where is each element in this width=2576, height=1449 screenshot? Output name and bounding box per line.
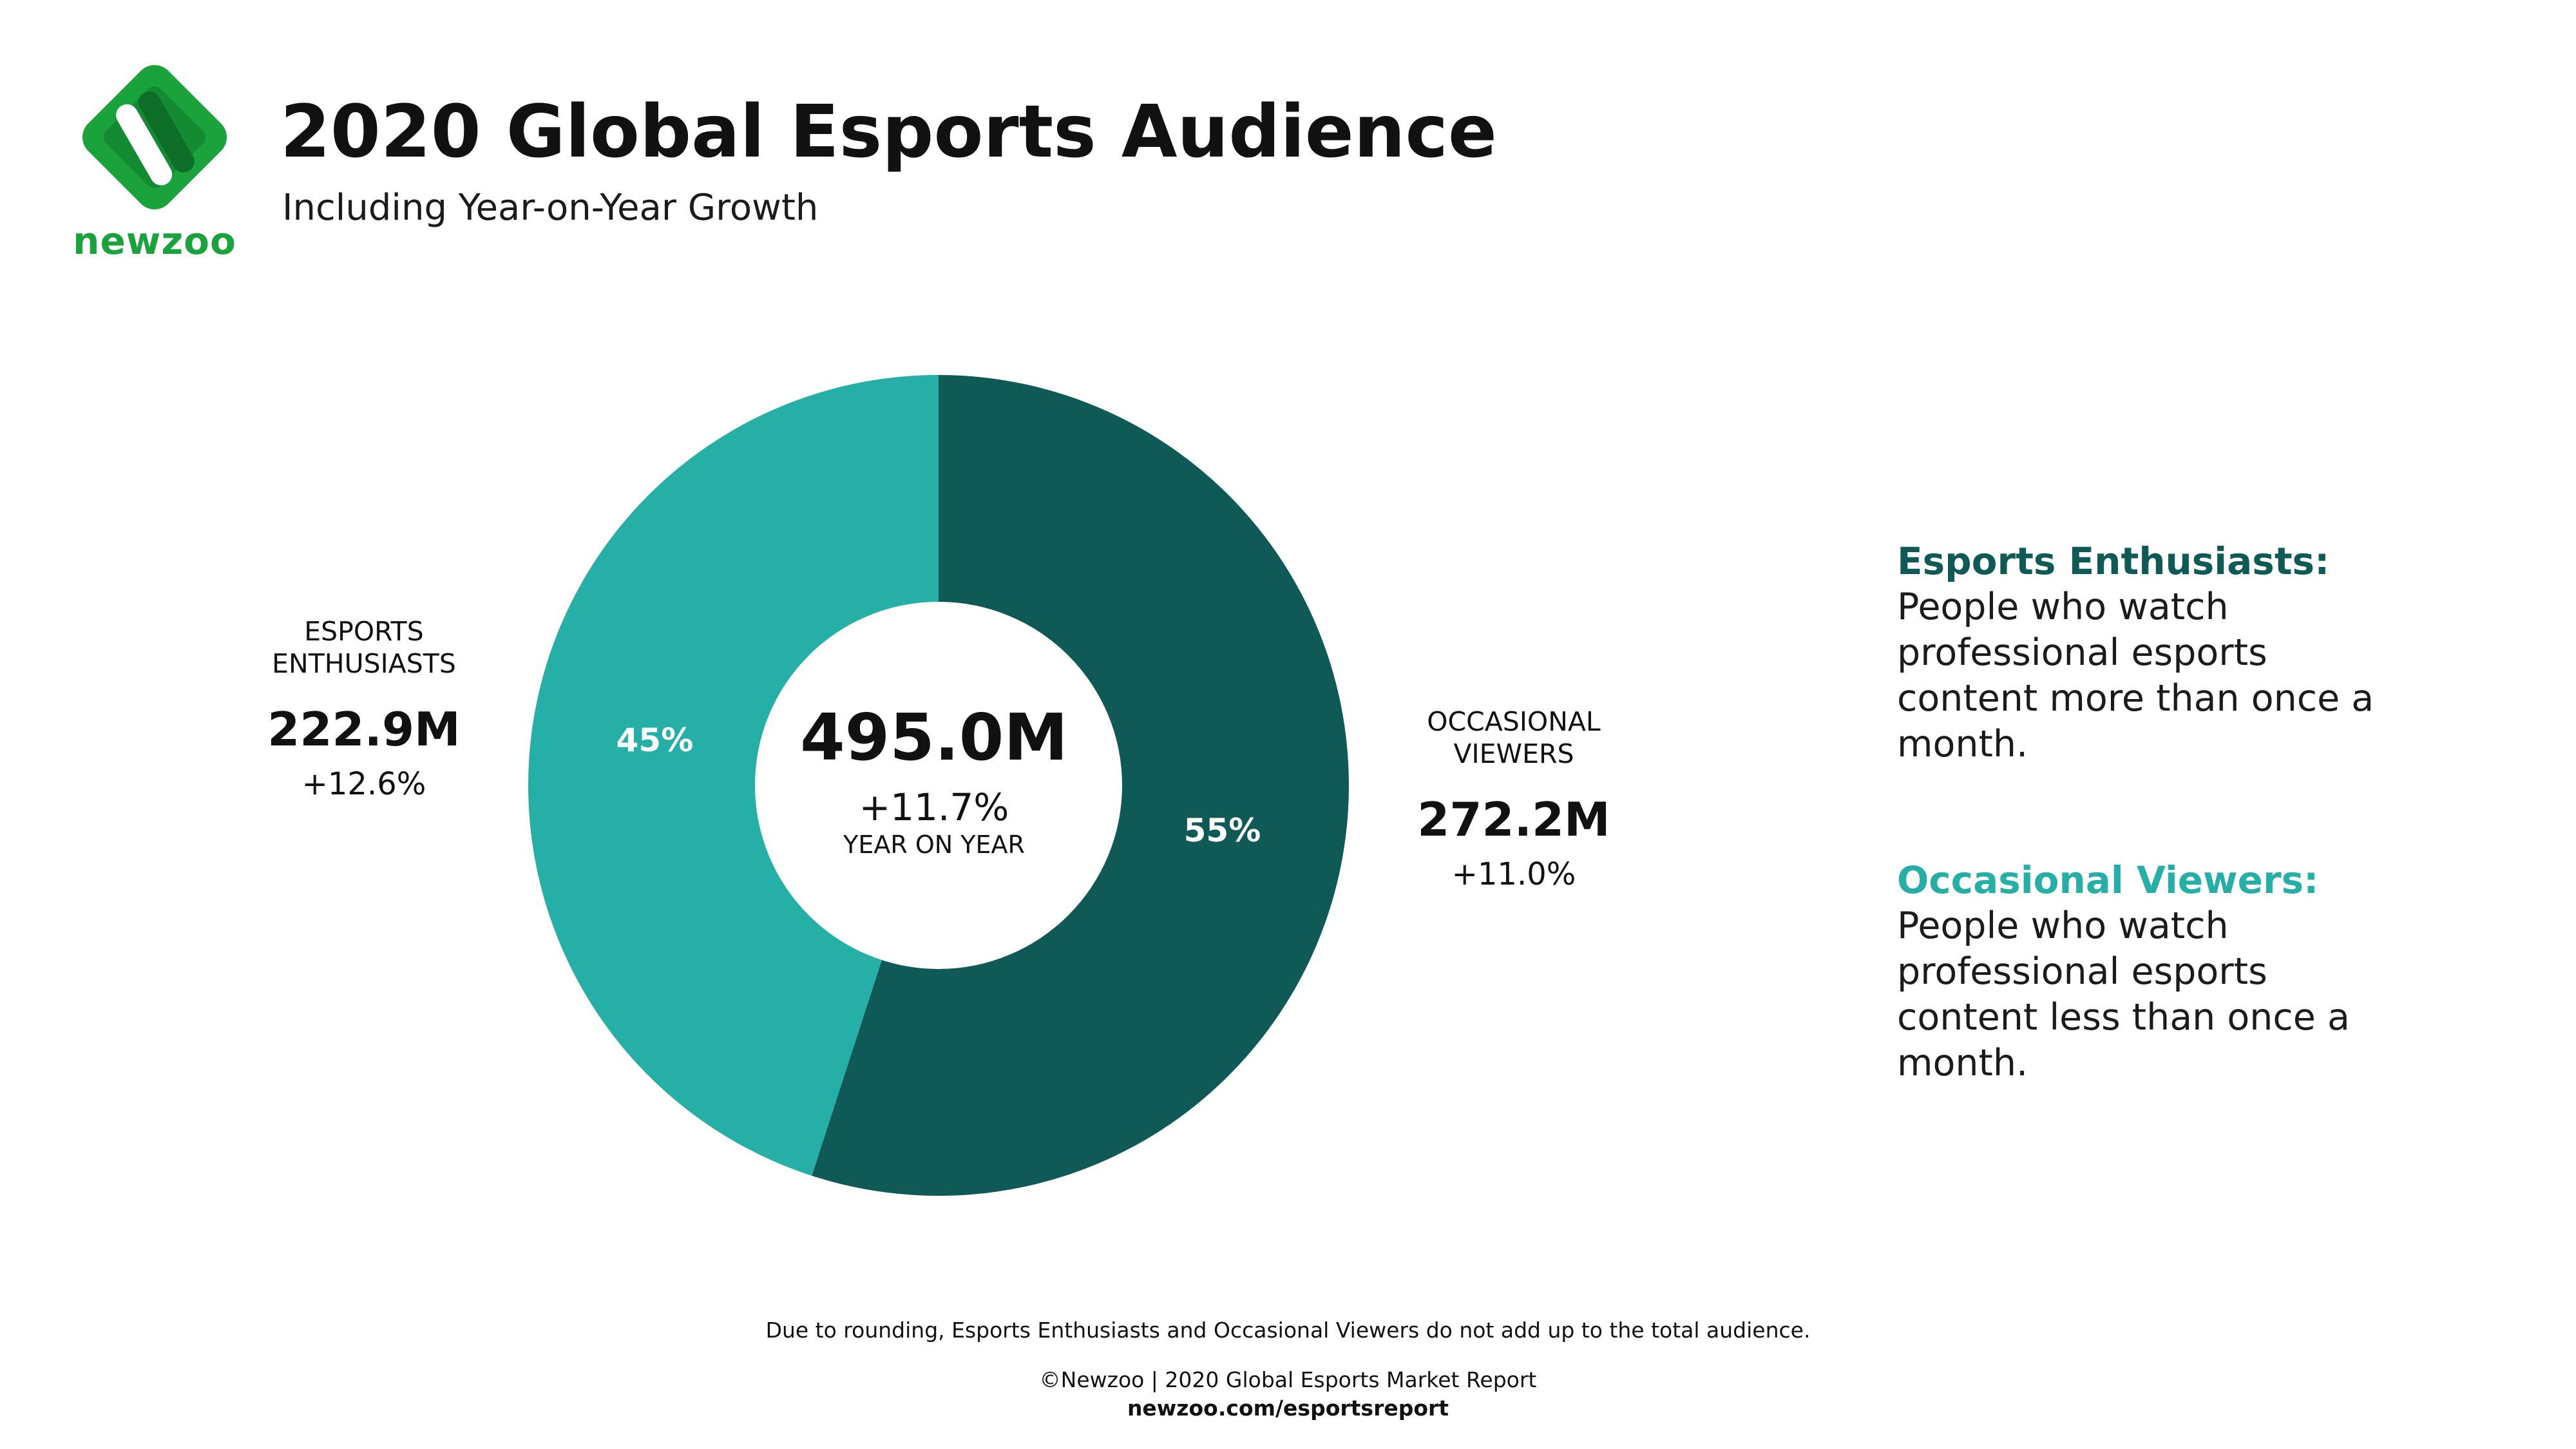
credit-block: ©Newzoo | 2020 Global Esports Market Rep… [0,1366,2576,1423]
brand-name: newzoo [73,219,236,263]
rounding-note: Due to rounding, Esports Enthusiasts and… [765,1318,1811,1343]
total-value: 495.0M [800,700,1068,775]
enthusiasts-side-label: ESPORTS ENTHUSIASTS 222.9M +12.6% [248,615,480,802]
enthusiasts-value: 222.9M [267,702,461,756]
legend-occasional-text: People who watch professional esports co… [1897,905,2350,1084]
slice-enthusiasts [528,375,939,1176]
donut-center: 495.0M +11.7% YEAR ON YEAR [754,702,1114,859]
enthusiasts-category: ESPORTS ENTHUSIASTS [272,616,456,679]
page-subtitle: Including Year-on-Year Growth [282,187,819,229]
legend-occasional-heading: Occasional Viewers: [1897,858,2319,902]
occasional-category: OCCASIONAL VIEWERS [1427,706,1601,769]
credit-text: ©Newzoo | 2020 Global Esports Market Rep… [1039,1367,1537,1392]
enthusiasts-growth: +12.6% [301,766,426,802]
newzoo-logo: newzoo [68,55,242,267]
report-link[interactable]: newzoo.com/esportsreport [1127,1396,1449,1421]
total-caption: YEAR ON YEAR [843,830,1025,859]
donut-hole [755,602,1122,969]
legend-enthusiasts-text: People who watch professional esports co… [1897,586,2374,765]
page-title: 2020 Global Esports Audience [280,90,1497,174]
slice-percent-occasional: 55% [1183,811,1261,849]
newzoo-diamond-logo-icon [82,64,227,210]
slice-percent-enthusiasts: 45% [616,722,694,760]
occasional-value: 272.2M [1417,792,1610,847]
legend-enthusiasts: Esports Enthusiasts: People who watch pr… [1897,538,2515,767]
occasional-growth: +11.0% [1451,856,1576,892]
occasional-side-label: OCCASIONAL VIEWERS 272.2M +11.0% [1398,705,1630,892]
total-growth: +11.7% [859,785,1009,829]
legend-occasional: Occasional Viewers: People who watch pro… [1897,857,2515,1086]
legend-enthusiasts-heading: Esports Enthusiasts: [1897,539,2330,583]
